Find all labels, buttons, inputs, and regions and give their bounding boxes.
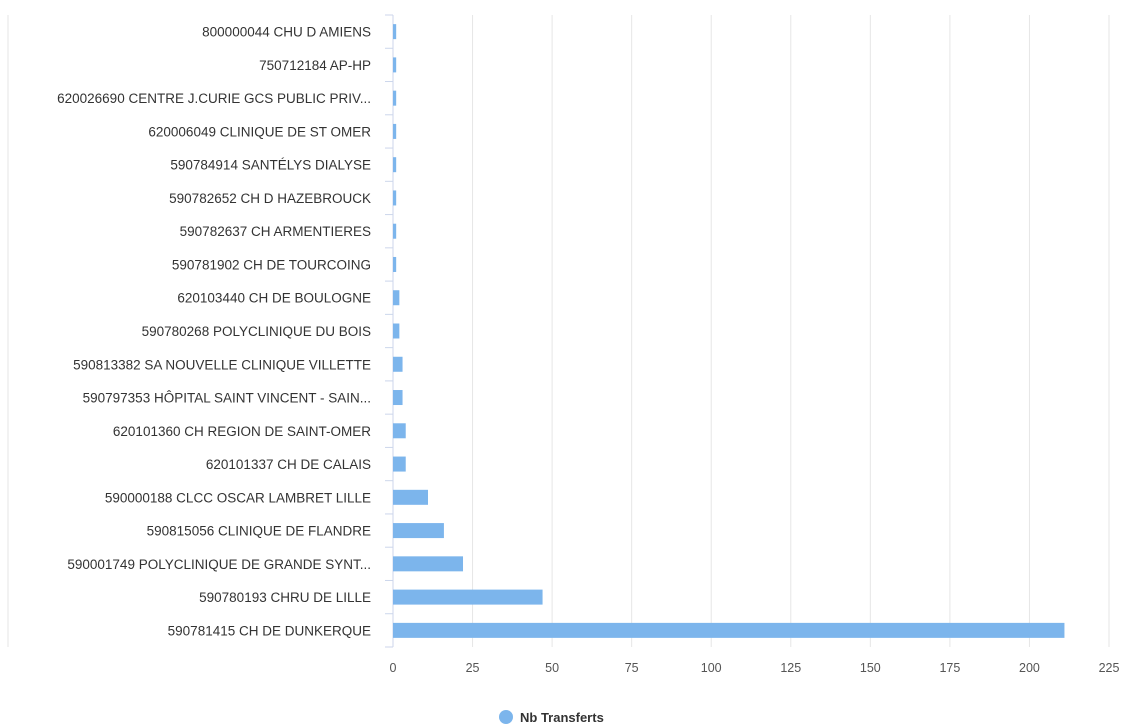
bar[interactable]: [393, 489, 429, 505]
legend-label[interactable]: Nb Transferts: [520, 710, 604, 725]
category-label: 620006049 CLINIQUE DE ST OMER: [148, 124, 371, 139]
x-tick-label: 75: [625, 661, 639, 675]
category-label: 590001749 POLYCLINIQUE DE GRANDE SYNT...: [67, 557, 371, 572]
category-label: 590813382 SA NOUVELLE CLINIQUE VILLETTE: [73, 357, 371, 372]
category-label: 590782637 CH ARMENTIERES: [180, 224, 371, 239]
bar[interactable]: [393, 390, 403, 406]
x-tick-label: 50: [545, 661, 559, 675]
x-tick-label: 225: [1099, 661, 1120, 675]
bars: [393, 24, 1065, 638]
bar[interactable]: [393, 256, 397, 272]
bar[interactable]: [393, 290, 400, 306]
grid-lines: [7, 14, 1110, 648]
category-label: 800000044 CHU D AMIENS: [202, 25, 371, 40]
bar[interactable]: [393, 57, 397, 73]
category-label: 620026690 CENTRE J.CURIE GCS PUBLIC PRIV…: [57, 91, 371, 106]
category-label: 590781902 CH DE TOURCOING: [172, 257, 371, 272]
category-label: 620101337 CH DE CALAIS: [206, 457, 371, 472]
category-label: 590797353 HÔPITAL SAINT VINCENT - SAIN..…: [83, 391, 371, 406]
category-label: 590780268 POLYCLINIQUE DU BOIS: [142, 324, 371, 339]
category-label: 620101360 CH REGION DE SAINT-OMER: [113, 424, 371, 439]
x-tick-label: 200: [1019, 661, 1040, 675]
category-label: 590781415 CH DE DUNKERQUE: [168, 623, 371, 638]
bar[interactable]: [393, 323, 400, 339]
x-tick-label: 0: [390, 661, 397, 675]
legend-marker[interactable]: [499, 710, 513, 724]
category-label: 590784914 SANTÉLYS DIALYSE: [170, 158, 371, 173]
bar[interactable]: [393, 556, 464, 572]
category-label: 590780193 CHRU DE LILLE: [199, 590, 371, 605]
x-tick-label: 125: [780, 661, 801, 675]
category-label: 590000188 CLCC OSCAR LAMBRET LILLE: [105, 490, 371, 505]
bar[interactable]: [393, 123, 397, 139]
bar[interactable]: [393, 190, 397, 206]
bar[interactable]: [393, 622, 1065, 638]
bar[interactable]: [393, 423, 406, 439]
category-label: 590782652 CH D HAZEBROUCK: [169, 191, 371, 206]
x-tick-label: 100: [701, 661, 722, 675]
bar[interactable]: [393, 223, 397, 239]
category-label: 620103440 CH DE BOULOGNE: [177, 291, 371, 306]
category-label: 750712184 AP-HP: [259, 58, 371, 73]
bar[interactable]: [393, 24, 397, 40]
x-axis-tick-labels: 0 25 50 75 100 125 150 175 200 225: [390, 661, 1120, 675]
legend[interactable]: Nb Transferts: [499, 710, 604, 725]
bar[interactable]: [393, 90, 397, 106]
x-tick-label: 175: [939, 661, 960, 675]
bar[interactable]: [393, 356, 403, 372]
x-tick-label: 150: [860, 661, 881, 675]
bar[interactable]: [393, 157, 397, 173]
x-tick-label: 25: [466, 661, 480, 675]
category-label: 590815056 CLINIQUE DE FLANDRE: [147, 524, 371, 539]
bar[interactable]: [393, 589, 543, 605]
bar[interactable]: [393, 456, 406, 472]
category-labels: 800000044 CHU D AMIENS 750712184 AP-HP 620…: [57, 25, 371, 639]
bar[interactable]: [393, 523, 444, 539]
